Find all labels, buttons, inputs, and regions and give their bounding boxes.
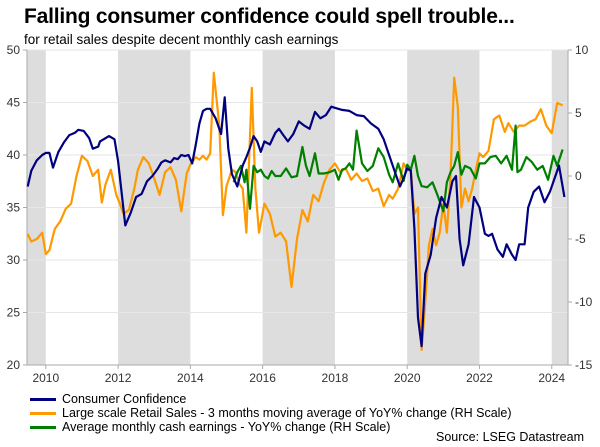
x-tick-label-2016: 2016 [249,371,276,385]
legend-item-retail-sales: Large scale Retail Sales - 3 months movi… [30,406,512,420]
x-tick-label-2012: 2012 [105,371,132,385]
chart-title: Falling consumer confidence could spell … [24,5,515,28]
legend-swatch-retail-sales [30,411,56,415]
series-line-cash-earnings [232,124,564,213]
right-tick-label-5: 5 [575,106,582,120]
source-note: Source: LSEG Datastream [436,430,584,444]
series-line-consumer-confidence [26,96,566,348]
x-tick-label-2022: 2022 [466,371,493,385]
right-tick-label--15: -15 [575,358,593,372]
legend-item-cash-earnings: Average monthly cash earnings - YoY% cha… [30,420,512,434]
axes [23,49,572,369]
x-tick-label-2018: 2018 [322,371,349,385]
series-lines [26,71,566,351]
left-tick-label-20: 20 [7,358,21,372]
left-tick-label-45: 45 [7,96,21,110]
tick-labels: 20 25 30 35 40 45 50 -15 -10 -5 0 5 10 2010 2012 2014 20… [7,43,593,385]
left-tick-label-30: 30 [7,253,21,267]
left-tick-label-35: 35 [7,201,21,215]
right-tick-label-0: 0 [575,169,582,183]
x-tick-label-2024: 2024 [538,371,565,385]
right-tick-label-10: 10 [575,43,589,57]
right-tick-label--10: -10 [575,295,593,309]
left-tick-label-40: 40 [7,148,21,162]
chart-subtitle: for retail sales despite decent monthly … [24,32,339,47]
x-tick-label-2014: 2014 [177,371,204,385]
x-tick-label-2010: 2010 [32,371,59,385]
legend-item-consumer-confidence: Consumer Confidence [30,392,512,406]
legend-label-cash-earnings: Average monthly cash earnings - YoY% cha… [62,420,391,434]
legend-label-consumer-confidence: Consumer Confidence [62,392,187,406]
right-tick-label--5: -5 [575,232,586,246]
legend-swatch-consumer-confidence [30,397,56,401]
series-line-retail-sales [26,71,564,351]
legend-swatch-cash-earnings [30,425,56,429]
legend-label-retail-sales: Large scale Retail Sales - 3 months movi… [62,406,512,420]
legend: Consumer Confidence Large scale Retail S… [30,392,512,434]
left-tick-label-25: 25 [7,306,21,320]
x-tick-label-2020: 2020 [394,371,421,385]
left-tick-label-50: 50 [7,43,21,57]
